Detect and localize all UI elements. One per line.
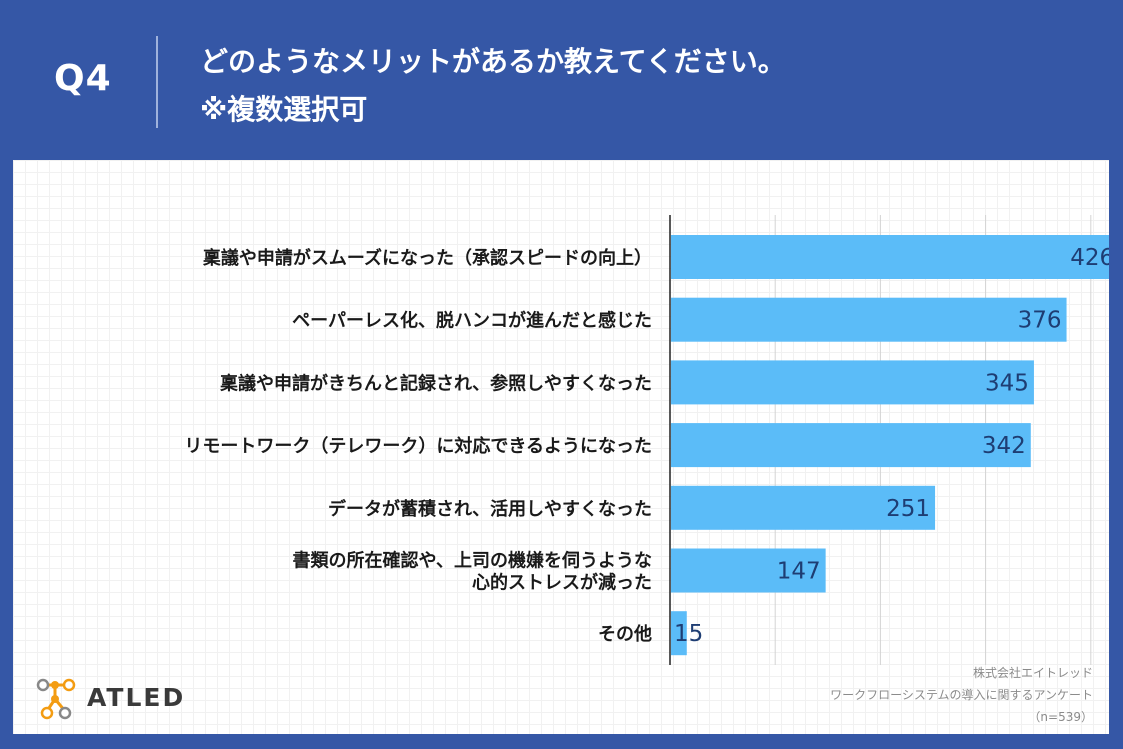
atled-molecule-icon — [36, 678, 76, 720]
bar — [671, 611, 687, 656]
question-title-line1: どのようなメリットがあるか教えてください。 — [200, 45, 786, 78]
bar — [671, 297, 1067, 342]
bar — [671, 423, 1031, 468]
footer-survey: ワークフローシステムの導入に関するアンケート — [830, 688, 1093, 702]
category-label: ペーパーレス化、脱ハンコが進んだと感じた — [292, 310, 652, 332]
value-label: 251 — [886, 496, 930, 522]
category-label: 書類の所在確認や、上司の機嫌を伺うような — [293, 550, 652, 572]
category-label: その他 — [598, 623, 652, 645]
value-label: 376 — [1018, 308, 1062, 334]
footer-sample: （n=539） — [1028, 710, 1093, 724]
header-divider — [156, 36, 158, 128]
logo-text: ATLED — [87, 683, 186, 712]
footer-company: 株式会社エイトレッド — [972, 666, 1093, 680]
bar-chart: 稟議や申請がスムーズになった（承認スピードの向上） 426 ペーパーレス化、脱ハンコ… — [184, 215, 1109, 665]
question-title: どのようなメリットがあるか教えてください。 ※複数選択可 — [200, 38, 786, 134]
value-label: 342 — [982, 433, 1026, 459]
bar — [671, 485, 936, 530]
category-label: 稟議や申請がスムーズになった（承認スピードの向上） — [202, 247, 652, 269]
bar — [671, 360, 1034, 405]
category-label: 稟議や申請がきちんと記録され、参照しやすくなった — [219, 372, 652, 394]
category-label: データが蓄積され、活用しやすくなった — [328, 498, 652, 520]
category-label: 心的ストレスが減った — [472, 572, 652, 594]
value-label: 147 — [777, 559, 821, 585]
header: Q4 どのようなメリットがあるか教えてください。 ※複数選択可 — [0, 0, 1123, 160]
category-label: リモートワーク（テレワーク）に対応できるようになった — [184, 435, 652, 457]
company-logo: ATLED — [35, 675, 195, 725]
chart-panel: 稟議や申請がスムーズになった（承認スピードの向上） 426 ペーパーレス化、脱ハンコ… — [13, 160, 1109, 734]
question-title-line2: ※複数選択可 — [200, 93, 368, 126]
value-label: 345 — [985, 370, 1029, 396]
bar — [671, 548, 826, 593]
bar — [671, 235, 1109, 279]
value-label: 15 — [674, 621, 703, 647]
question-number: Q4 — [54, 58, 112, 99]
value-label: 426 — [1070, 245, 1109, 271]
